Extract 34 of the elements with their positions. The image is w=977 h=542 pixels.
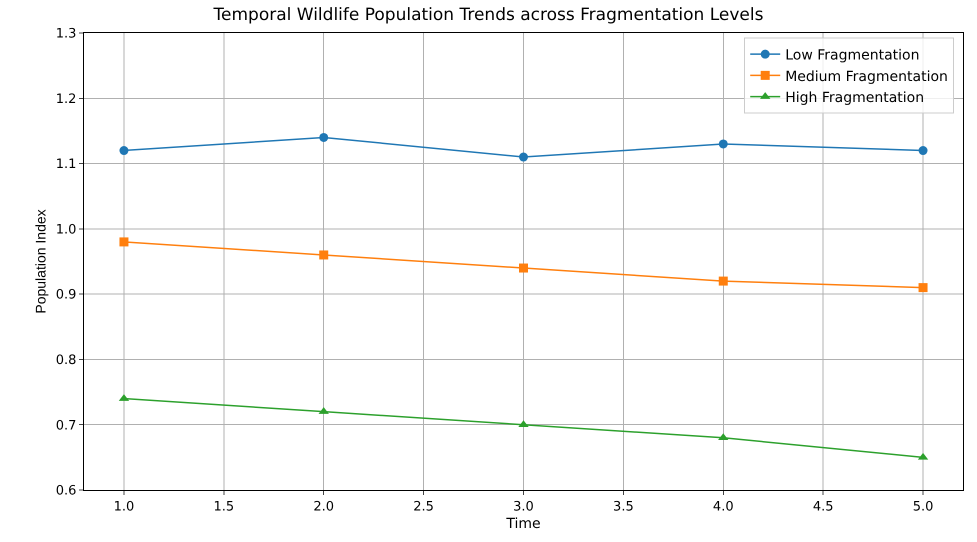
point [319,132,328,142]
point [119,146,128,156]
x-axis-title: Time [505,516,541,532]
point [918,146,928,156]
y-tick-label: 1.3 [56,26,76,42]
x-tick-label: 2.5 [413,500,434,515]
x-tick-label: 3.5 [613,500,634,515]
point [718,433,728,440]
y-tick-label: 0.8 [56,352,76,368]
y-tick-label: 1.0 [56,222,76,238]
y-axis-title: Population Index [32,209,48,314]
y-tick-label: 1.1 [56,157,76,172]
point [918,283,928,292]
x-tick-label: 3.0 [513,500,534,515]
x-tick-label: 2.0 [313,500,334,515]
legend-label: Medium Fragmentation [785,68,948,85]
point [319,250,328,260]
point [718,139,728,148]
y-tick-label: 0.9 [56,288,76,303]
x-tick-label: 5.0 [912,500,934,515]
legend-label: High Fragmentation [785,90,924,106]
point [119,237,128,246]
x-tick-label: 1.5 [213,500,234,515]
x-tick-label: 4.0 [712,500,734,515]
y-tick-label: 0.7 [56,418,76,434]
point [519,264,528,273]
y-tick-label: 0.6 [56,484,76,499]
point [519,152,528,162]
chart-title: Temporal Wildlife Population Trends across Fragmentation Levels [212,5,764,26]
point [718,276,728,286]
x-tick-label: 1.0 [114,500,134,515]
y-tick-label: 1.2 [56,92,76,107]
x-tick-label: 4.5 [812,500,834,515]
legend-label: Low Fragmentation [785,48,920,64]
